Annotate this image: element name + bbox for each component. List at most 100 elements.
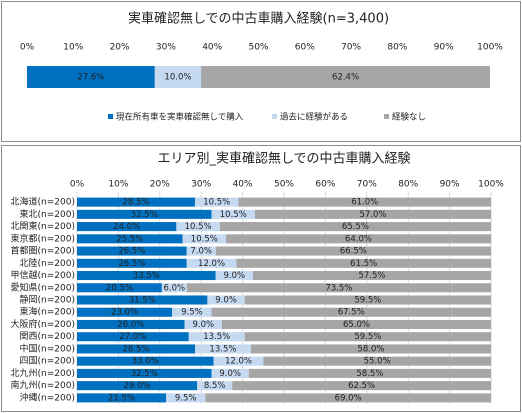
value-label: 62.5%	[348, 381, 375, 391]
value-label: 55.0%	[364, 357, 391, 367]
value-label: 33.0%	[132, 357, 159, 367]
value-label: 23.0%	[111, 308, 138, 318]
bar-segment	[215, 246, 491, 256]
value-label: 13.5%	[209, 344, 236, 354]
value-label: 33.5%	[133, 271, 160, 281]
y-tick-label: 中国(n=200)	[20, 342, 75, 354]
bar-segment	[77, 209, 212, 219]
x-tick-label: 0%	[20, 43, 35, 53]
value-label: 26.5%	[118, 247, 145, 257]
y-tick-label: 南九州(n=200)	[11, 379, 75, 391]
bar-segment	[205, 393, 491, 403]
bar-segment	[186, 246, 216, 256]
bar-segment	[197, 381, 233, 391]
value-label: 12.0%	[198, 259, 225, 269]
legend-label: 過去に経験がある	[280, 112, 348, 123]
y-tick-label: 沖縄(n=200)	[20, 391, 75, 403]
bar-segment	[77, 234, 183, 244]
value-label: 57.0%	[360, 210, 387, 220]
bar-segment	[77, 307, 173, 317]
bar-segment	[194, 344, 251, 354]
bar-segment	[186, 283, 491, 293]
bar-segment	[182, 234, 227, 244]
x-tick-label: 30%	[191, 180, 211, 190]
bar-segment	[188, 332, 245, 342]
legend-marker	[272, 114, 277, 119]
value-label: 28.5%	[122, 198, 149, 208]
value-label: 26.0%	[117, 320, 144, 330]
x-tick-label: 0%	[70, 180, 85, 190]
value-label: 9.0%	[219, 369, 241, 379]
x-tick-label: 80%	[398, 180, 418, 190]
bar-segment	[176, 222, 220, 232]
x-tick-label: 20%	[110, 43, 130, 53]
y-tick-label: 四国(n=200)	[20, 356, 75, 367]
value-label: 32.5%	[131, 210, 158, 220]
x-tick-label: 50%	[248, 43, 268, 53]
value-label: 69.0%	[335, 393, 362, 403]
x-tick-label: 10%	[108, 180, 128, 190]
value-label: 6.0%	[163, 283, 185, 293]
value-label: 10.5%	[185, 222, 212, 232]
x-tick-label: 30%	[156, 43, 176, 53]
value-label: 10.5%	[203, 198, 230, 208]
x-tick-label: 90%	[434, 43, 454, 53]
bar-segment	[255, 209, 491, 219]
value-label: 57.5%	[358, 271, 385, 281]
bar-segment	[161, 283, 187, 293]
value-label: 10.5%	[220, 210, 247, 220]
value-label: 7.0%	[190, 247, 212, 257]
bar-segment	[184, 319, 222, 329]
bar-segment	[77, 283, 162, 293]
value-label: 27.0%	[119, 332, 146, 342]
chart-title: エリア別_実車確認無しでの中古車購入経験	[157, 151, 410, 167]
bar-segment	[219, 222, 491, 232]
legend-marker	[384, 114, 389, 119]
y-tick-label: 東海(n=200)	[20, 306, 75, 318]
bar-segment	[211, 368, 249, 378]
legend-marker	[108, 114, 113, 119]
value-label: 12.0%	[225, 357, 252, 367]
bar-segment	[77, 271, 216, 281]
x-tick-label: 20%	[150, 180, 170, 190]
x-tick-label: 90%	[440, 180, 460, 190]
value-label: 66.5%	[340, 247, 367, 257]
x-tick-label: 60%	[315, 180, 335, 190]
bar-segment	[77, 356, 214, 366]
bar-segment	[226, 234, 492, 244]
x-tick-label: 70%	[341, 43, 361, 53]
y-tick-label: 北海道(n=200)	[11, 196, 75, 208]
bar-segment	[201, 66, 490, 88]
value-label: 73.5%	[325, 283, 352, 293]
bar-segment	[244, 295, 491, 305]
value-label: 10.0%	[164, 73, 191, 83]
x-tick-label: 100%	[478, 180, 504, 190]
bar-segment	[211, 209, 256, 219]
x-tick-label: 50%	[274, 180, 294, 190]
value-label: 65.5%	[342, 222, 369, 232]
y-tick-label: 北九州(n=200)	[11, 368, 75, 379]
y-tick-label: 関西(n=200)	[20, 331, 75, 342]
value-label: 62.4%	[332, 73, 359, 83]
value-label: 29.0%	[124, 381, 151, 391]
bar-segment	[27, 66, 155, 88]
bar-segment	[238, 197, 491, 207]
value-label: 58.5%	[356, 369, 383, 379]
bar-segment	[77, 258, 187, 268]
value-label: 25.5%	[116, 234, 143, 244]
x-tick-label: 40%	[233, 180, 253, 190]
value-label: 9.0%	[224, 271, 246, 281]
bar-segment	[215, 271, 253, 281]
bar-segment	[186, 258, 237, 268]
value-label: 59.5%	[354, 296, 381, 306]
legend-label: 現在所有車を実車確認無しで購入	[116, 112, 244, 123]
bar-segment	[77, 332, 189, 342]
bar-segment	[248, 368, 491, 378]
value-label: 9.5%	[175, 393, 197, 403]
y-tick-label: 愛知県(n=200)	[11, 281, 75, 293]
y-tick-label: 首都圏(n=200)	[11, 245, 75, 257]
value-label: 9.5%	[181, 308, 203, 318]
bar-segment	[207, 295, 245, 305]
bar-segment	[232, 381, 491, 391]
